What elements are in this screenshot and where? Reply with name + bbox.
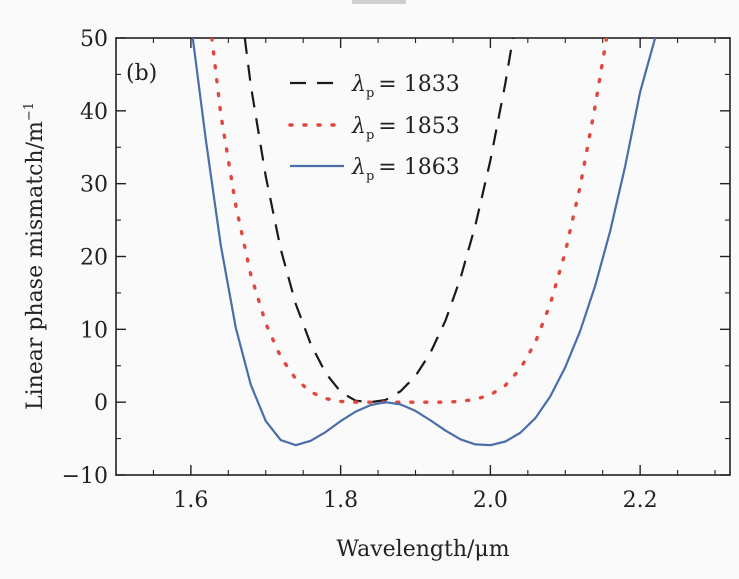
- legend-symbol-1: λ: [351, 114, 366, 139]
- series-line-0: [245, 0, 527, 402]
- tick-labels: 1.6 1.8 2.0 2.2 −10 0 10 20 30 40 50: [62, 27, 658, 513]
- x-tick-label: 1.8: [323, 488, 358, 513]
- legend-label-1: λp = 1853: [351, 114, 460, 143]
- series-layer: [191, 0, 670, 445]
- x-axis-label: Wavelength/μm: [336, 537, 509, 562]
- legend-sub-1: p: [366, 128, 374, 143]
- legend-value-2: = 1863: [378, 155, 459, 180]
- y-tick-label: 10: [80, 318, 108, 343]
- y-tick-label: 20: [80, 246, 108, 271]
- y-axis-label: Linear phase mismatch/m−1: [22, 102, 48, 410]
- legend-value-0: = 1833: [378, 72, 459, 97]
- series-line-1: [212, 0, 618, 402]
- y-tick-label: 50: [80, 27, 108, 52]
- legend-symbol-0: λ: [351, 72, 366, 97]
- y-axis-label-text: Linear phase mismatch/m: [23, 121, 48, 410]
- y-tick-label: 0: [94, 391, 108, 416]
- y-axis-label-sup: −1: [22, 102, 37, 121]
- legend-sub-2: p: [366, 169, 374, 184]
- legend-label-0: λp = 1833: [351, 72, 460, 101]
- legend-value-1: = 1853: [378, 114, 459, 139]
- y-tick-label: 40: [80, 100, 108, 125]
- legend: λp = 1833 λp = 1853 λp = 1863: [290, 72, 460, 184]
- legend-sub-0: p: [366, 86, 374, 101]
- title-crop-artifact: [352, 0, 406, 4]
- panel-label: (b): [126, 61, 157, 86]
- x-tick-label: 2.0: [473, 488, 508, 513]
- series-line-2: [191, 0, 670, 445]
- x-tick-label: 1.6: [173, 488, 208, 513]
- y-tick-label: 30: [80, 173, 108, 198]
- x-tick-label: 2.2: [623, 488, 658, 513]
- legend-label-2: λp = 1863: [351, 155, 460, 184]
- legend-symbol-2: λ: [351, 155, 366, 180]
- y-tick-label: −10: [62, 464, 108, 489]
